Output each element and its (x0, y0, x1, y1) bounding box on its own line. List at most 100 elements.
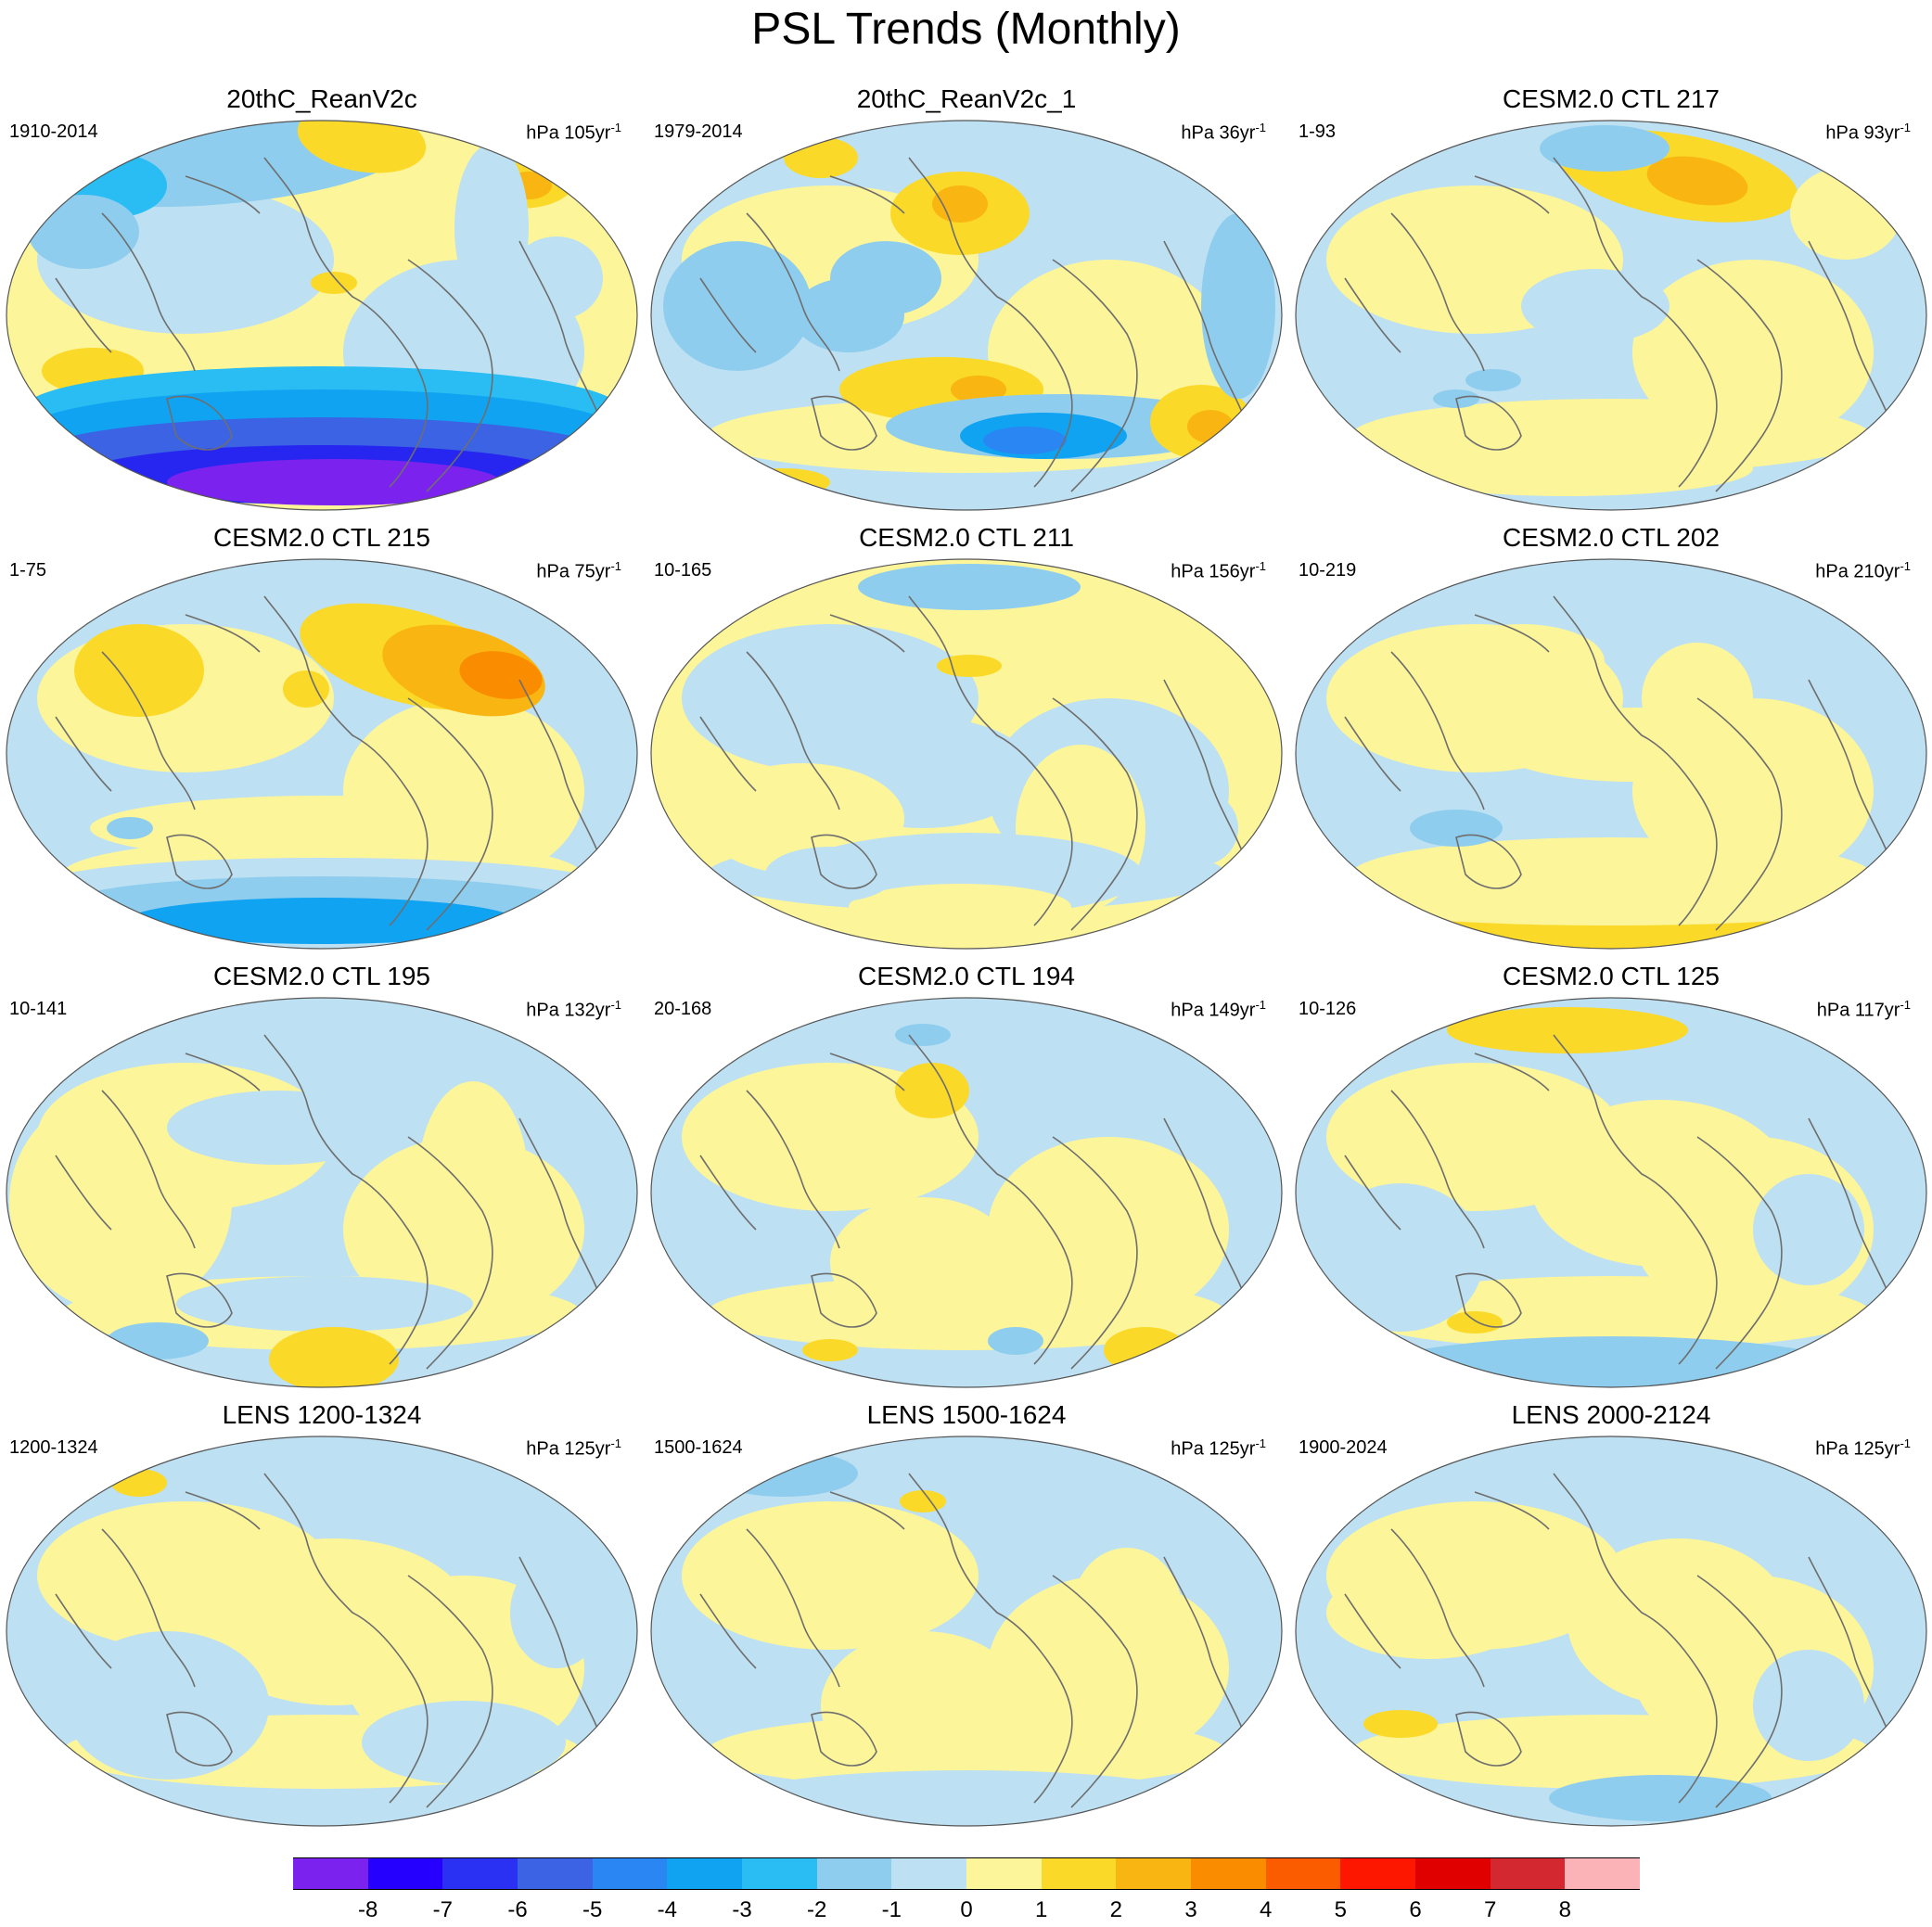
coastline (1696, 1136, 1783, 1370)
panel-units: hPa 93yr-1 (1825, 121, 1911, 144)
map-panel: LENS 1500-1624 1500-1624 hPa 125yr-1 (645, 1316, 1288, 1827)
trend-contour (311, 272, 357, 294)
map-projection (6, 997, 638, 1388)
trend-region (1632, 260, 1874, 445)
coastline (1808, 1556, 1893, 1743)
trend-region (1351, 1715, 1871, 1789)
colorbar-tick-label: -7 (432, 1897, 453, 1922)
colorbar-swatch (442, 1858, 518, 1889)
panel-title: CESM2.0 CTL 125 (1503, 962, 1720, 990)
trend-contour (510, 1557, 603, 1668)
coastline (1052, 1136, 1138, 1370)
trend-contour (1382, 440, 1753, 496)
colorbar-swatch (742, 1858, 817, 1889)
coastline (518, 1556, 604, 1743)
coastline (185, 175, 261, 214)
coastline (263, 595, 429, 926)
coastline (1052, 1575, 1138, 1808)
panel-title: CESM2.0 CTL 211 (859, 523, 1074, 552)
trend-contour (65, 1631, 269, 1780)
trend-region (988, 1137, 1229, 1322)
panel-title: CESM2.0 CTL 195 (213, 962, 430, 990)
coastline (166, 1272, 233, 1328)
trend-contour (1530, 1100, 1790, 1267)
coastline (55, 277, 112, 353)
trend-contour (1465, 369, 1521, 391)
colorbar-swatch (667, 1858, 743, 1889)
coastline (185, 1491, 261, 1530)
trend-contour (454, 144, 529, 311)
panel-years: 10-219 (1299, 560, 1357, 581)
coastline (101, 212, 196, 372)
coastline (101, 651, 196, 810)
colorbar-tick-label: -4 (657, 1897, 677, 1922)
trend-contour (176, 1276, 473, 1332)
panel-title: LENS 1200-1324 (222, 1400, 422, 1429)
trend-contour (90, 796, 554, 861)
coastline (1808, 240, 1893, 428)
trend-contour (821, 1631, 1025, 1780)
panel-units: hPa 149yr-1 (1171, 998, 1266, 1021)
map-panel: LENS 2000-2124 1900-2024 hPa 125yr-1 (1289, 1316, 1932, 1827)
coastline (1455, 834, 1522, 889)
trend-contour (127, 898, 517, 944)
trend-contour (983, 427, 1067, 454)
panel-units: hPa 36yr-1 (1181, 121, 1266, 144)
map-panel: 20thC_ReanV2c 1910-2014 hPa 105yr-1 (0, 0, 644, 511)
trend-contour (1317, 1183, 1484, 1332)
colorbar-tick-label: 1 (1034, 1897, 1048, 1922)
map-border (650, 120, 1283, 511)
trend-contour (1753, 1174, 1864, 1285)
coastline (746, 212, 840, 372)
coastline (263, 1034, 429, 1365)
colorbar-tick-label: 0 (960, 1897, 973, 1922)
trend-contour (1753, 1650, 1864, 1761)
panel-years: 1900-2024 (1299, 1437, 1388, 1458)
trend-contour (900, 1490, 946, 1512)
coastline (1553, 595, 1718, 926)
coastline (1474, 614, 1550, 653)
trend-contour (107, 817, 153, 839)
trend-contour (858, 564, 1081, 610)
coastline (518, 1117, 604, 1305)
coastline (829, 175, 905, 214)
coastline (829, 1491, 905, 1530)
trend-contour (663, 241, 812, 371)
coastline (1455, 1711, 1522, 1767)
map-projection (1295, 997, 1927, 1388)
trend-contour (1567, 1538, 1790, 1705)
colorbar-swatch (816, 1858, 892, 1889)
colorbar-tick-label: 6 (1409, 1897, 1422, 1922)
coastline (829, 614, 905, 653)
map-border (650, 558, 1283, 950)
map-projection (650, 558, 1283, 950)
trend-contour (830, 241, 941, 315)
colorbar-tick-label: -8 (357, 1897, 378, 1922)
coastline (1455, 395, 1522, 451)
trend-contour (1410, 810, 1503, 847)
coastline (1163, 240, 1248, 428)
trend-contour (1201, 213, 1275, 399)
coastline (1474, 1491, 1550, 1530)
coastline (811, 395, 877, 451)
map-border (6, 997, 638, 1388)
panel-years: 1200-1324 (9, 1437, 98, 1458)
coastline (55, 1593, 112, 1669)
trend-contour (951, 376, 1006, 403)
trend-contour (1447, 1007, 1688, 1053)
trend-contour (830, 1197, 1016, 1327)
coastline (1344, 1593, 1401, 1669)
coastline (1696, 697, 1783, 931)
trend-contour (849, 884, 1071, 930)
coastline (1553, 157, 1718, 488)
map-projection (650, 1436, 1283, 1827)
trend-contour (1549, 1775, 1772, 1821)
coastline (746, 651, 840, 810)
trend-contour (167, 459, 501, 505)
coastline (185, 1053, 261, 1091)
map-panel: CESM2.0 CTL 194 20-168 hPa 149yr-1 (645, 877, 1288, 1388)
trend-contour (74, 624, 204, 717)
trend-contour (765, 847, 895, 902)
colorbar-tick-label: -2 (806, 1897, 827, 1922)
colorbar-swatch (1265, 1858, 1341, 1889)
